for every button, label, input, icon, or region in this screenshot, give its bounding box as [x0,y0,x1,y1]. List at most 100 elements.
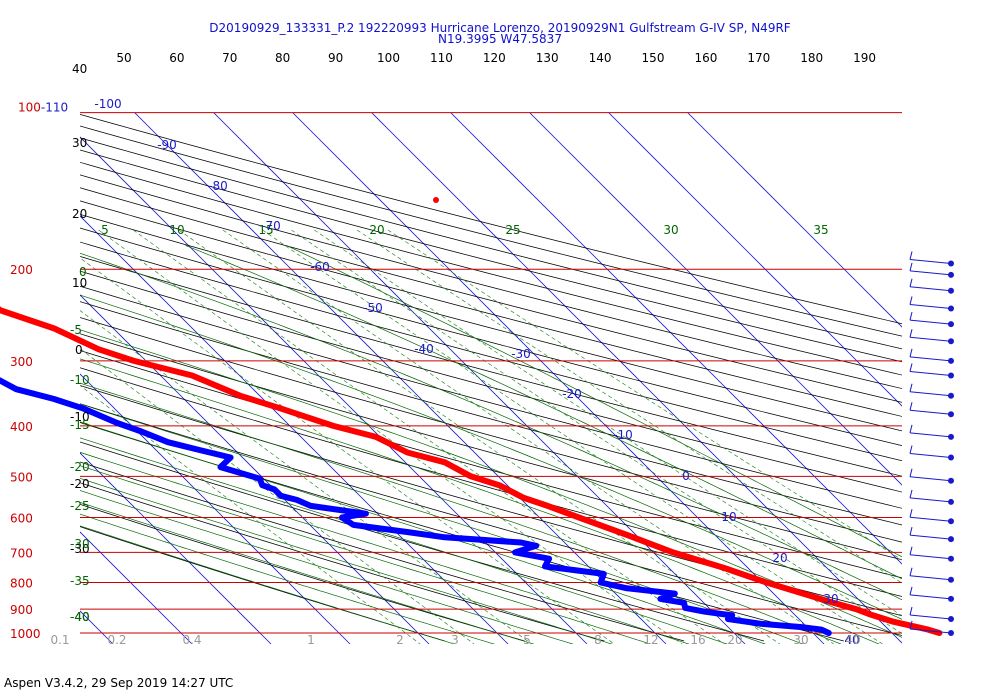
temperature-top-point [433,197,439,203]
wind-barb-flag [909,489,913,499]
moist-adiabat-label: -40 [70,610,90,624]
mixing-ratio-line [262,229,883,644]
wind-barb-flag [909,262,913,271]
wind-barb-dot [948,629,954,636]
pressure-label: 600 [10,512,33,526]
mixing-ratio-line [387,229,902,561]
left-axis-label: -30 [70,542,90,556]
top-axis-label: 80 [275,51,290,65]
isotherm-line [80,215,509,644]
isotherm-label: 40 [844,633,859,647]
pressure-label: 100-110 [18,101,68,115]
moist-adiabat-label: -35 [70,574,90,588]
isotherm-line [80,373,351,644]
mixing-ratio-line [80,257,615,644]
wind-barb-dot [948,392,954,399]
wind-barb-dot [948,615,954,622]
wind-barb-dot [948,454,954,461]
isotherm-label: -80 [208,179,228,193]
wind-barb-dot [948,305,954,312]
dry-adiabat-line [80,149,902,363]
dry-adiabat-line [80,333,902,561]
left-axis-label: 10 [72,276,87,290]
wind-barb-dot [948,576,954,583]
isotherm-label: -30 [511,347,531,361]
mixing-ratio-bottom-label: 12 [643,633,658,647]
mixing-ratio-line [291,229,902,635]
wind-barb-dot [948,518,954,525]
left-axis-label: 40 [72,62,87,76]
dry-adiabat-line [80,367,902,597]
chart-title: D20190929_133331_P.2 192220993 Hurricane… [209,21,791,35]
moist-adiabat-line [80,501,535,644]
isotherm-label: 30 [823,592,838,606]
moist-adiabat-line [80,382,842,644]
isotherm-label: -60 [310,260,330,274]
isotherm-line [292,112,825,644]
moist-adiabat-line [80,451,690,644]
isotherm-label: -90 [157,138,177,152]
dry-adiabat-line [80,301,902,526]
moist-adiabat-label: -10 [70,373,90,387]
dry-adiabat-line [80,270,902,493]
mixing-ratio-line [178,229,781,644]
wind-barb-staff [909,575,952,581]
dry-adiabat-line [80,213,902,432]
wind-barb-staff [909,356,952,362]
wind-barb-flag [909,251,913,260]
wind-barb-dot [948,260,954,267]
isotherm-label: -100 [94,97,121,111]
wind-barb-dot [948,411,954,418]
wind-barb-staff [909,259,952,265]
wind-barb-staff [909,534,952,540]
wind-barb-flag [909,329,913,338]
dry-adiabat-line [80,241,902,462]
moist-adiabat-label: -25 [70,499,90,513]
left-axis-label: -40 [70,610,90,624]
pressure-label: 400 [10,420,33,434]
isotherm-label: -70 [261,219,281,233]
dry-adiabat-line [80,285,902,509]
chart-subtitle: N19.3995 W47.5837 [438,32,562,46]
moist-adiabat-line [80,525,456,644]
moist-adiabat-label: 0 [79,265,87,279]
left-axis-label: -10 [70,410,90,424]
wind-barb-staff [909,270,952,276]
isotherm-label: 20 [772,551,787,565]
wind-barb-staff [909,614,952,620]
mixing-ratio-bottom-label: 30 [793,633,808,647]
top-axis-label: 110 [430,51,453,65]
moist-adiabat-line [185,245,902,580]
grid-clip-group [80,112,902,644]
left-axis-label: 20 [72,207,87,221]
isotherm-label: -20 [562,387,582,401]
mixing-ratio-top-label: 15 [258,223,273,237]
dry-adiabat-line [80,503,525,642]
dry-adiabat-line [80,482,605,642]
moist-adiabat-line [80,329,902,638]
mixing-ratio-bottom-label: 2 [396,633,404,647]
wind-barb-dot [948,555,954,562]
wind-barb-flag [909,509,913,518]
isotherm-line [80,294,430,644]
mixing-ratio-top-label: 35 [813,223,828,237]
wind-barb-dot [948,338,954,345]
isotherm-label: 0 [682,469,690,483]
dry-adiabat-line [80,403,902,636]
left-axis-label: 30 [72,136,87,150]
dry-adiabat-line [80,125,902,337]
mixing-ratio-bottom-label: 8 [594,633,602,647]
top-axis-label: 120 [483,51,506,65]
isotherm-line [80,531,193,644]
top-axis-label: 190 [853,51,876,65]
moist-adiabat-line [80,477,613,644]
software-version-footer: Aspen V3.4.2, 29 Sep 2019 14:27 UTC [4,676,234,690]
dry-adiabat-line [80,256,902,477]
top-axis-label: 70 [222,51,237,65]
wind-barb-flag [909,445,913,454]
pressure-label: 300 [10,355,33,369]
wind-barb-dot [948,357,954,364]
wind-barbs [909,251,954,636]
isotherm-label: -40 [414,342,434,356]
wind-barb-flag [909,383,913,392]
